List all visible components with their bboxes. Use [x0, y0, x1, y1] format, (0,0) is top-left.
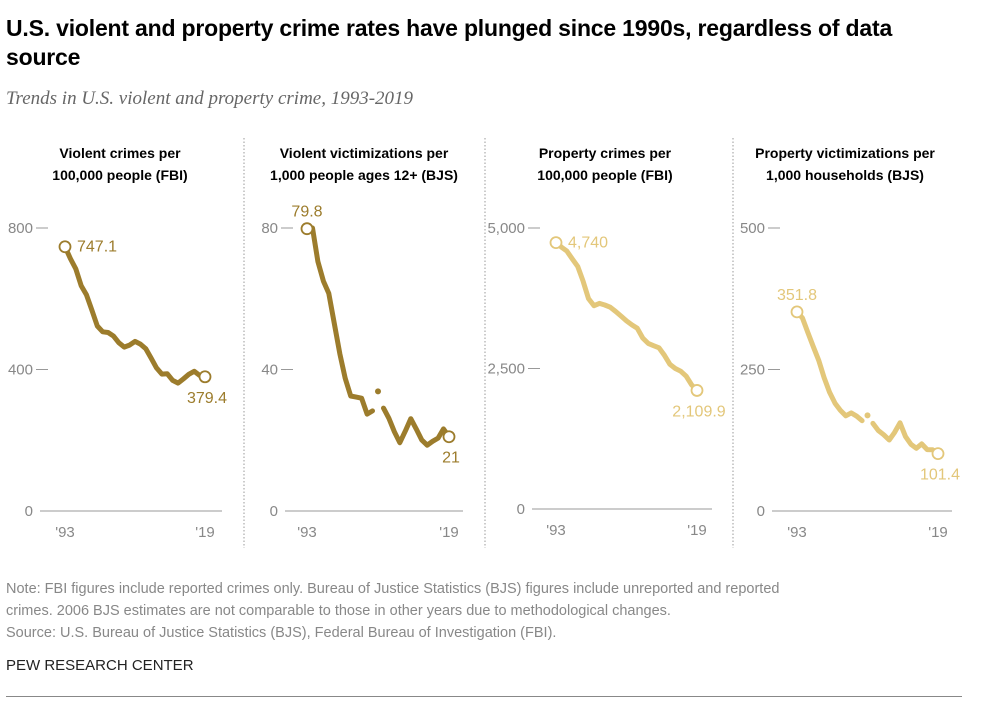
panel-violent-fbi: 0 400 800 '93 '19 747.1 379.4: [8, 220, 227, 541]
panel-violent-bjs: 0 40 80 '93 '19 79.8 21: [261, 204, 463, 541]
data-label: 2,109.9: [672, 403, 725, 420]
footer-rule: [6, 696, 962, 697]
x-tick-label: '19: [195, 524, 215, 541]
data-label: 747.1: [77, 239, 117, 256]
small-multiples-chart: 0 400 800 '93 '19 747.1 379.4 0 40 80 '93 '19 79.8 2…: [8, 138, 960, 548]
data-point-gap-year: [864, 412, 871, 419]
y-tick-label: 400: [8, 362, 33, 379]
y-tick-label: 80: [261, 220, 278, 237]
x-tick-label: '93: [787, 524, 807, 541]
panel-property-fbi: 0 2,500 5,000 '93 '19 4,740 2,109.9: [487, 220, 725, 539]
panel-4-title: Property victimizations per 1,000 househ…: [725, 142, 965, 186]
panel-3-title: Property crimes per 100,000 people (FBI): [485, 142, 725, 186]
panel-3-title-line1: Property crimes per: [538, 145, 672, 161]
data-label: 21: [442, 450, 460, 467]
panel-1-title-line2: 100,000 people (FBI): [52, 167, 188, 183]
panel-4-title-line1: Property victimizations per: [755, 145, 935, 161]
y-tick-label: 0: [25, 503, 33, 520]
endpoint-marker: [300, 222, 314, 236]
y-tick-label: 5,000: [487, 220, 525, 237]
source-line: Source: U.S. Bureau of Justice Statistic…: [6, 625, 557, 641]
panel-1-title: Violent crimes per 100,000 people (FBI): [0, 142, 240, 186]
note-line-2: crimes. 2006 BJS estimates are not compa…: [6, 603, 671, 619]
endpoint-marker: [790, 305, 804, 319]
panel-1-title-line1: Violent crimes per: [59, 145, 181, 161]
chart-title: U.S. violent and property crime rates ha…: [6, 15, 893, 70]
x-tick-label: '19: [439, 524, 459, 541]
brand-label: PEW RESEARCH CENTER: [6, 657, 194, 674]
endpoint-marker: [549, 236, 563, 250]
panel-2-title: Violent victimizations per 1,000 people …: [244, 142, 484, 186]
chart-subtitle: Trends in U.S. violent and property crim…: [6, 88, 414, 109]
data-point-gap-year: [375, 388, 381, 395]
series-line: [870, 420, 941, 457]
panel-3-title-line2: 100,000 people (FBI): [537, 167, 673, 183]
series-line: [794, 309, 865, 424]
y-tick-label: 40: [261, 362, 278, 379]
x-tick-label: '93: [55, 524, 75, 541]
data-label: 79.8: [291, 204, 322, 221]
series-line: [381, 405, 452, 448]
data-label: 4,740: [568, 235, 608, 252]
endpoint-marker: [690, 384, 704, 397]
endpoint-marker: [931, 447, 945, 461]
series-line: [553, 240, 700, 393]
y-tick-label: 800: [8, 220, 33, 237]
x-tick-label: '19: [928, 524, 948, 541]
note-line-1: Note: FBI figures include reported crime…: [6, 581, 780, 597]
panel-2-title-line1: Violent victimizations per: [279, 145, 449, 161]
series-line: [62, 244, 208, 386]
endpoint-marker: [58, 240, 72, 254]
y-tick-label: 2,500: [487, 361, 525, 378]
y-tick-label: 500: [740, 220, 765, 237]
y-tick-label: 0: [757, 503, 765, 520]
y-tick-label: 0: [270, 503, 278, 520]
chart-note: Note: FBI figures include reported crime…: [6, 578, 966, 644]
endpoint-marker: [198, 370, 212, 384]
y-tick-label: 0: [517, 501, 525, 518]
panel-property-bjs: 0 250 500 '93 '19 351.8 101.4: [740, 220, 960, 541]
x-tick-label: '19: [687, 522, 707, 539]
panel-4-title-line2: 1,000 households (BJS): [766, 167, 924, 183]
data-label: 351.8: [777, 287, 817, 304]
series-line: [304, 225, 375, 417]
panel-2-title-line2: 1,000 people ages 12+ (BJS): [270, 167, 458, 183]
x-tick-label: '93: [297, 524, 317, 541]
y-tick-label: 250: [740, 362, 765, 379]
data-label: 101.4: [920, 467, 960, 484]
data-label: 379.4: [187, 390, 227, 407]
x-tick-label: '93: [546, 522, 566, 539]
endpoint-marker: [442, 430, 456, 444]
